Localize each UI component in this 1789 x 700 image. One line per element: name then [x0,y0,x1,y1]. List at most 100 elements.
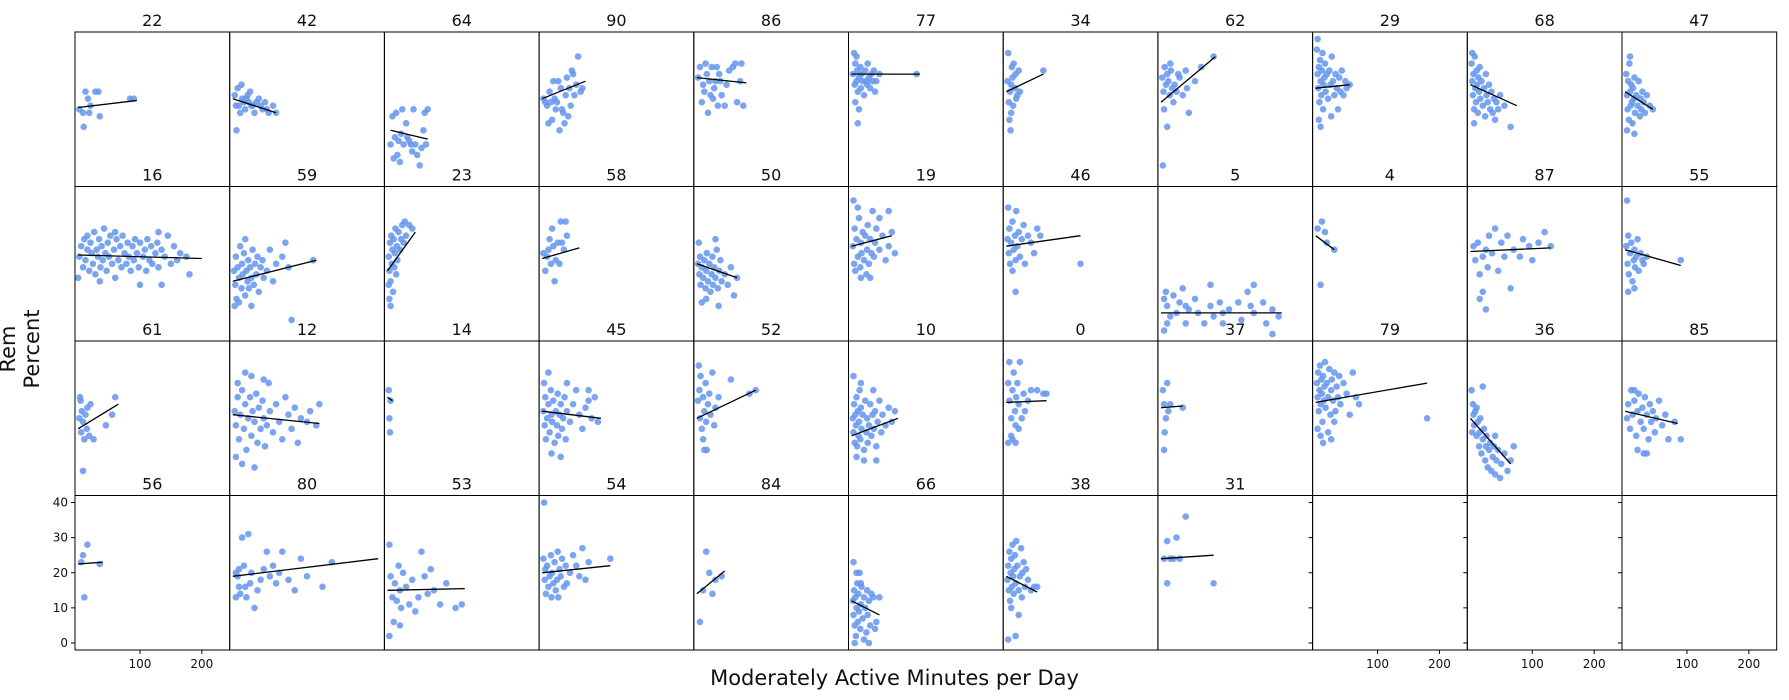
scatter-point [1473,404,1480,412]
scatter-point [715,302,722,310]
facet-panel: 47 [1621,11,1778,187]
scatter-point [1647,418,1655,426]
facet-title: 84 [761,475,781,494]
scatter-point [113,235,120,243]
scatter-point [857,379,865,387]
facet-panel: 66 [848,475,1004,651]
scatter-point [548,225,556,232]
scatter-point [1167,313,1174,320]
scatter-point [386,429,394,436]
scatter-point [715,393,722,401]
facet-panel: 16 [74,166,231,342]
scatter-point [714,285,722,292]
panel-frame [693,31,849,187]
facet-title: 64 [452,11,472,30]
scatter-point [545,246,552,253]
scatter-point [131,235,139,243]
scatter-point [1323,379,1331,387]
facet-title: 0 [1075,320,1085,339]
scatter-point [1493,98,1500,106]
scatter-point [555,77,562,85]
scatter-point [607,555,614,562]
scatter-point [255,95,263,102]
scatter-point [1477,415,1484,422]
scatter-point [591,393,599,401]
scatter-point [1004,49,1012,57]
scatter-point [1269,306,1276,313]
scatter-point [1016,253,1024,260]
scatter-point [266,573,274,580]
scatter-point [1007,127,1014,134]
scatter-point [1472,256,1479,264]
scatter-point [164,232,172,239]
scatter-point [167,260,175,268]
facet-title: 52 [761,320,781,339]
scatter-point [1173,534,1180,541]
facet-panel: 61 [74,320,231,496]
panel-frame [1621,31,1778,187]
scatter-point [574,53,582,60]
scatter-point [857,274,865,282]
scatter-point [1624,288,1632,296]
scatter-point [585,386,592,394]
scatter-point [708,63,715,71]
scatter-point [562,562,569,569]
scatter-point [572,562,580,569]
scatter-point [285,576,292,584]
scatter-point [266,246,274,253]
facet-panel: 100 200 [1463,495,1623,671]
scatter-point [1009,102,1017,109]
scatter-point [857,63,864,71]
scatter-point [869,207,876,215]
scatter-point [291,587,299,594]
scatter-point [1216,299,1224,306]
scatter-point [1478,450,1485,457]
scatter-point [541,422,548,429]
regression-line [696,570,726,595]
scatter-point [1012,393,1020,401]
scatter-point [408,225,416,232]
scatter-point [1197,63,1205,71]
scatter-point [1631,386,1638,394]
scatter-point [144,235,151,243]
facet-panel: 34 [1002,11,1159,187]
scatter-point [319,583,326,591]
scatter-point [458,601,466,608]
panel-frame [848,31,1004,187]
scatter-point [882,256,889,264]
scatter-point [1631,285,1638,292]
scatter-point [738,60,745,67]
panel-frame [74,495,231,651]
scatter-point [1324,95,1332,102]
scatter-point [547,551,555,559]
scatter-point [1485,81,1493,88]
scatter-point [854,618,862,626]
scatter-point [1494,106,1502,113]
facet-panel: 90 [538,11,695,187]
scatter-point [123,260,130,268]
scatter-point [713,63,720,71]
scatter-point [161,253,168,260]
scatter-point [95,88,102,95]
scatter-point [1033,386,1041,394]
scatter-point [1316,56,1324,64]
scatter-point [136,281,144,289]
scatter-point [1479,102,1487,109]
scatter-point [853,443,861,450]
scatter-point [1317,281,1324,289]
scatter-point [557,218,565,225]
scatter-point [260,274,268,282]
scatter-point [1476,271,1483,278]
y-tick-label: 0 [60,636,68,650]
scatter-point [873,618,880,626]
scatter-point [879,411,886,419]
facet-title: 36 [1534,320,1554,339]
scatter-point [285,411,292,419]
facet-panel: 52 [693,320,849,496]
scatter-point [1006,260,1014,268]
scatter-point [870,594,877,601]
scatter-point [81,436,88,443]
scatter-point [402,232,410,239]
scatter-point [712,576,719,584]
scatter-point [703,249,711,257]
